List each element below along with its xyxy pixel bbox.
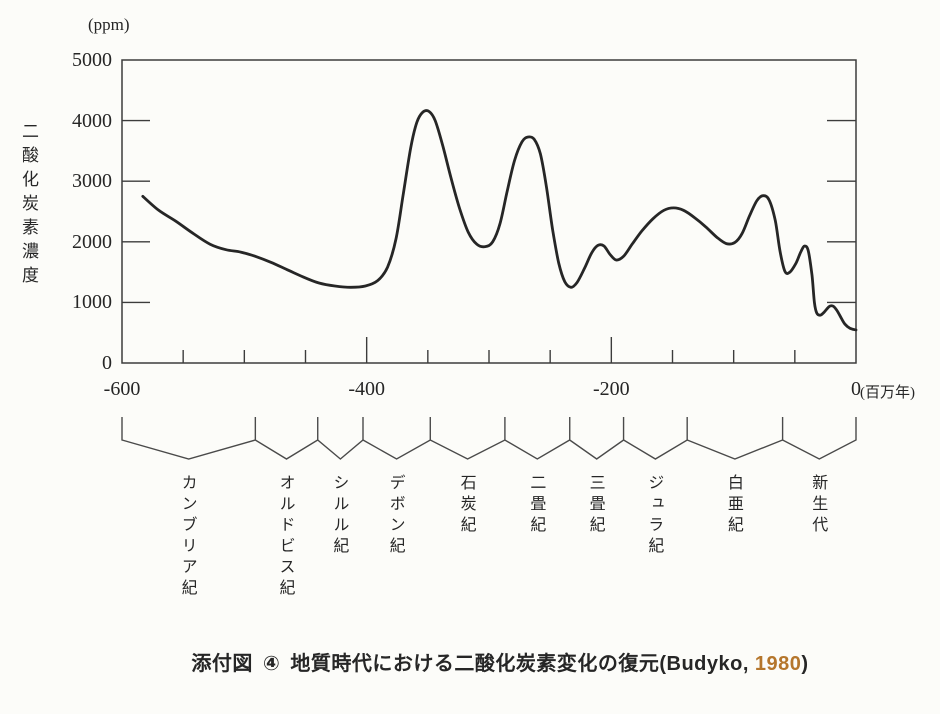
- period-label: 新生代: [809, 474, 827, 537]
- y-tick-label: 3000: [72, 170, 112, 193]
- y-tick-label: 4000: [72, 109, 112, 132]
- y-tick-label: 2000: [72, 230, 112, 253]
- caption-year: 1980: [754, 653, 802, 675]
- period-label: 二畳紀: [527, 474, 545, 537]
- x-tick-label: -200: [592, 378, 630, 400]
- caption-prefix: 添付図: [191, 653, 253, 675]
- period-label: ジュラ紀: [645, 474, 663, 558]
- plot-frame: [121, 59, 857, 364]
- x-tick-label: -400: [348, 378, 385, 400]
- period-label: カンブリア紀: [178, 474, 196, 600]
- x-axis-unit-label: (百万年): [860, 385, 915, 401]
- y-tick-label: 5000: [72, 49, 112, 71]
- caption-source-close: ): [801, 653, 809, 675]
- x-tick-label: 0: [851, 378, 861, 400]
- period-bracket: [121, 417, 857, 460]
- period-label: シルル紀: [330, 474, 348, 558]
- period-label: 三畳紀: [586, 474, 604, 537]
- figure-caption: 添付図 ④ 地質時代における二酸化炭素変化の復元(Budyko, 1980): [30, 647, 940, 676]
- period-label: 石炭紀: [457, 474, 475, 537]
- y-axis-title: 二酸化炭素濃度: [19, 122, 38, 290]
- co2-curve: [141, 109, 858, 332]
- caption-title: 地質時代における二酸化炭素変化の復元: [290, 653, 660, 675]
- period-label: デボン紀: [386, 474, 404, 558]
- y-axis-unit-label: (ppm): [88, 15, 130, 34]
- caption-number: ④: [262, 653, 281, 675]
- caption-source-open: (Budyko,: [659, 653, 749, 675]
- period-label: 白亜紀: [724, 474, 742, 537]
- y-tick-label: 0: [102, 352, 112, 374]
- y-tick-label: 1000: [72, 291, 112, 314]
- x-tick-label: -600: [103, 378, 141, 400]
- period-label: オルドビス紀: [276, 474, 294, 600]
